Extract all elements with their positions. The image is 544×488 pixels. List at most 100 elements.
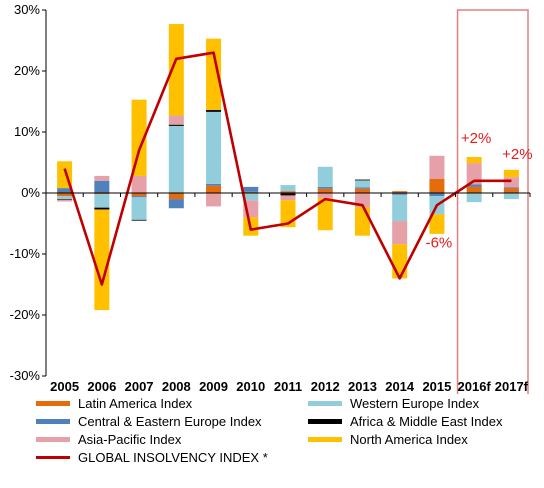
y-tick-label: 30% bbox=[14, 2, 40, 17]
bar-north-america-index-2012 bbox=[317, 197, 333, 231]
bar-latin-america-index-2014 bbox=[392, 191, 408, 193]
x-tick-label: 2010 bbox=[236, 379, 265, 394]
legend-swatch bbox=[308, 436, 342, 442]
bar-asia-pacific-index-2017f bbox=[503, 177, 519, 188]
x-tick-label: 2008 bbox=[162, 379, 191, 394]
annotation-label: +2% bbox=[461, 130, 491, 147]
legend-row: Latin America Index Western Europe Index bbox=[36, 394, 536, 412]
legend-label: Africa & Middle East Index bbox=[350, 413, 503, 429]
legend-swatch bbox=[36, 418, 70, 424]
bar-asia-pacific-index-2008 bbox=[168, 115, 184, 125]
bar-north-america-index-2006 bbox=[94, 209, 110, 311]
legend-label: GLOBAL INSOLVENCY INDEX * bbox=[78, 449, 268, 465]
bar-central-eastern-europe-index-2009 bbox=[206, 183, 222, 186]
x-tick-label: 2013 bbox=[348, 379, 377, 394]
y-tick-label: 10% bbox=[14, 124, 40, 139]
legend-item-global-index: GLOBAL INSOLVENCY INDEX * bbox=[36, 450, 308, 465]
bar-western-europe-index-2007 bbox=[131, 197, 147, 220]
legend-item-central-eastern-europe: Central & Eastern Europe Index bbox=[36, 414, 308, 429]
bar-africa-middle-east-index-2006 bbox=[94, 207, 110, 210]
bar-asia-pacific-index-2005 bbox=[57, 199, 73, 202]
bar-central-eastern-europe-index-2013 bbox=[354, 187, 370, 189]
bar-central-eastern-europe-index-2010 bbox=[243, 186, 259, 192]
x-tick-label: 2006 bbox=[87, 379, 116, 394]
x-tick-label: 2014 bbox=[385, 379, 415, 394]
bar-western-europe-index-2011 bbox=[280, 185, 296, 192]
legend-swatch bbox=[36, 455, 70, 459]
bar-africa-middle-east-index-2009 bbox=[206, 110, 222, 112]
bar-north-america-index-2007 bbox=[131, 99, 147, 176]
bar-north-america-index-2008 bbox=[168, 24, 184, 116]
x-tick-label: 2009 bbox=[199, 379, 228, 394]
bar-western-europe-index-2010 bbox=[243, 193, 259, 201]
bar-asia-pacific-index-2011 bbox=[280, 195, 296, 201]
x-tick-label: 2017f bbox=[495, 379, 529, 394]
bar-western-europe-index-2005 bbox=[57, 196, 73, 200]
bar-asia-pacific-index-2015 bbox=[429, 155, 445, 179]
bar-western-europe-index-2009 bbox=[206, 111, 222, 184]
legend-label: Latin America Index bbox=[78, 395, 193, 411]
bar-western-europe-index-2008 bbox=[168, 125, 184, 193]
y-tick-label: -30% bbox=[10, 368, 41, 383]
x-tick-label: 2011 bbox=[274, 379, 302, 394]
legend-label: Western Europe Index bbox=[350, 395, 480, 411]
bar-latin-america-index-2007 bbox=[131, 193, 147, 197]
bar-latin-america-index-2017f bbox=[503, 188, 519, 193]
bar-asia-pacific-index-2006 bbox=[94, 175, 110, 181]
bar-africa-middle-east-index-2005 bbox=[57, 199, 73, 200]
annotation-label: +2% bbox=[502, 146, 532, 163]
bar-latin-america-index-2005 bbox=[57, 193, 73, 197]
bar-north-america-index-2015 bbox=[429, 214, 445, 234]
bar-western-europe-index-2017f bbox=[503, 193, 519, 200]
bar-asia-pacific-index-2014 bbox=[392, 221, 408, 245]
bar-western-europe-index-2012 bbox=[317, 166, 333, 187]
x-tick-label: 2015 bbox=[422, 379, 451, 394]
bar-central-eastern-europe-index-2016f bbox=[466, 184, 482, 187]
bar-western-europe-index-2016f bbox=[466, 193, 482, 203]
bar-africa-middle-east-index-2008 bbox=[168, 124, 184, 126]
bar-central-eastern-europe-index-2006 bbox=[94, 180, 110, 193]
bar-central-eastern-europe-index-2017f bbox=[503, 187, 519, 189]
bar-latin-america-index-2015 bbox=[429, 178, 445, 193]
bar-africa-middle-east-index-2007 bbox=[131, 219, 147, 221]
legend-item-north-america: North America Index bbox=[308, 432, 468, 447]
bar-north-america-index-2017f bbox=[503, 169, 519, 178]
insolvency-chart: -30% -20% -10% 0% 10% 20% 30% 2005 2006 2007 2008… bbox=[10, 2, 533, 394]
x-tick-label: 2012 bbox=[311, 379, 340, 394]
legend-row: Asia-Pacific Index North America Index bbox=[36, 430, 536, 448]
forecast-highlight-box bbox=[456, 9, 529, 394]
bar-latin-america-index-2016f bbox=[466, 186, 482, 193]
legend-swatch bbox=[36, 400, 70, 406]
legend-row: GLOBAL INSOLVENCY INDEX * bbox=[36, 448, 536, 466]
legend-item-western-europe: Western Europe Index bbox=[308, 396, 479, 411]
legend-label: North America Index bbox=[350, 431, 468, 447]
bar-north-america-index-2013 bbox=[354, 207, 370, 236]
bar-latin-america-index-2009 bbox=[206, 185, 222, 193]
bar-north-america-index-2016f bbox=[466, 157, 482, 164]
bar-western-europe-index-2006 bbox=[94, 194, 110, 208]
bar-latin-america-index-2011 bbox=[280, 191, 296, 193]
bar-asia-pacific-index-2016f bbox=[466, 163, 482, 185]
bar-africa-middle-east-index-2013 bbox=[354, 179, 370, 181]
x-tick-label: 2016f bbox=[458, 379, 492, 394]
bar-africa-middle-east-index-2011 bbox=[280, 193, 296, 196]
bar-central-eastern-europe-index-2008 bbox=[168, 199, 184, 209]
x-tick-label: 2005 bbox=[50, 379, 79, 394]
bar-central-eastern-europe-index-2005 bbox=[57, 188, 73, 193]
bar-western-europe-index-2014 bbox=[392, 194, 408, 222]
bar-asia-pacific-index-2007 bbox=[131, 175, 147, 193]
bar-north-america-index-2014 bbox=[392, 244, 408, 279]
legend-label: Asia-Pacific Index bbox=[78, 431, 182, 447]
bar-central-eastern-europe-index-2012 bbox=[317, 186, 333, 189]
x-tick-label: 2007 bbox=[125, 379, 154, 394]
bar-north-america-index-2009 bbox=[206, 38, 222, 111]
legend-item-latin-america: Latin America Index bbox=[36, 396, 308, 411]
bar-central-eastern-europe-index-2007 bbox=[131, 196, 147, 198]
legend-swatch bbox=[36, 436, 70, 442]
bar-asia-pacific-index-2012 bbox=[317, 193, 333, 198]
legend-swatch bbox=[308, 400, 342, 406]
bar-latin-america-index-2013 bbox=[354, 188, 370, 193]
legend: Latin America Index Western Europe Index… bbox=[36, 394, 536, 466]
y-tick-label: 20% bbox=[14, 63, 40, 78]
bar-central-eastern-europe-index-2014 bbox=[392, 193, 408, 195]
